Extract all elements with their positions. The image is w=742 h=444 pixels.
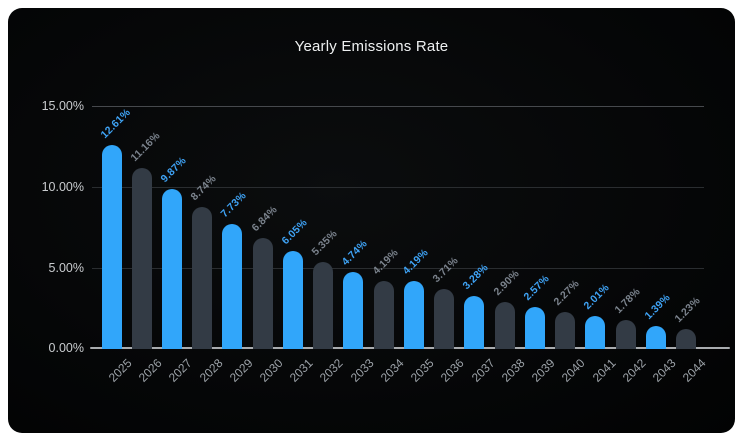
bar-value-label-2036: 3.71% <box>430 254 461 285</box>
x-tick-label-2042: 2042 <box>619 356 649 385</box>
x-tick-label-2027: 2027 <box>166 356 195 385</box>
y-tick-label: 15.00% <box>41 99 84 113</box>
x-tick-label-2040: 2040 <box>559 356 588 385</box>
bar-value-label-2035: 4.19% <box>400 246 431 278</box>
bar-2025 <box>101 144 122 349</box>
bar-2042 <box>615 320 636 349</box>
x-tick-label-2030: 2030 <box>256 356 286 385</box>
bar-value-label-2031: 6.05% <box>279 216 310 247</box>
x-tick-label-2043: 2043 <box>649 356 679 385</box>
bar-2030 <box>252 238 273 349</box>
bar-2031 <box>282 250 303 349</box>
bar-value-label-2034: 4.19% <box>370 246 401 278</box>
bar-2038 <box>494 302 515 349</box>
x-tick-label-2036: 2036 <box>438 356 468 385</box>
bar-2026 <box>131 168 152 349</box>
bar-value-label-2044: 1.23% <box>672 294 703 326</box>
x-tick-label-2029: 2029 <box>226 356 256 385</box>
y-tick-label: 0.00% <box>48 341 84 355</box>
x-tick-label-2041: 2041 <box>589 356 619 385</box>
bar-2033 <box>343 272 364 349</box>
x-tick-label-2025: 2025 <box>105 356 135 385</box>
x-tick-label-2038: 2038 <box>498 356 528 385</box>
bar-value-label-2043: 1.39% <box>642 292 673 323</box>
bar-value-label-2038: 2.90% <box>491 267 522 299</box>
x-tick-label-2039: 2039 <box>528 356 558 385</box>
x-tick-label-2026: 2026 <box>135 356 165 385</box>
bar-2028 <box>192 207 213 349</box>
bar-value-label-2030: 6.84% <box>249 203 280 235</box>
x-tick-label-2028: 2028 <box>196 356 226 385</box>
bar-2041 <box>585 316 606 349</box>
bar-2037 <box>464 295 485 349</box>
bar-value-label-2042: 1.78% <box>612 285 643 317</box>
bar-value-label-2033: 4.74% <box>339 237 371 269</box>
y-tick-label: 10.00% <box>41 180 84 194</box>
bar-2039 <box>524 307 545 349</box>
bar-2029 <box>222 223 243 349</box>
x-tick-label-2035: 2035 <box>408 356 437 385</box>
bar-2043 <box>645 326 666 349</box>
bar-2027 <box>161 189 182 349</box>
y-tick-label: 5.00% <box>48 261 84 275</box>
bar-2040 <box>555 312 576 349</box>
gridline <box>92 268 704 269</box>
bar-value-label-2025: 12.61% <box>98 106 133 141</box>
gridline <box>92 187 704 188</box>
bar-value-label-2028: 8.74% <box>188 173 219 204</box>
bar-value-label-2039: 2.57% <box>521 273 552 304</box>
bar-value-label-2040: 2.27% <box>551 277 582 309</box>
x-tick-label-2033: 2033 <box>347 356 377 385</box>
bar-2032 <box>313 262 334 349</box>
bar-2035 <box>403 281 424 349</box>
gridline <box>92 106 704 107</box>
bar-2034 <box>373 281 394 349</box>
bar-value-label-2032: 5.35% <box>309 228 340 259</box>
x-tick-label-2034: 2034 <box>377 356 407 385</box>
chart-window: Yearly Emissions Rate <box>8 8 735 433</box>
chart-title: Yearly Emissions Rate <box>294 38 449 55</box>
bar-value-label-2037: 3.28% <box>460 261 492 292</box>
bar-2044 <box>676 329 697 349</box>
x-tick-label-2044: 2044 <box>680 356 709 385</box>
x-tick-label-2037: 2037 <box>468 356 498 385</box>
bar-value-label-2041: 2.01% <box>581 282 613 313</box>
bar-2036 <box>434 288 455 349</box>
bar-value-label-2029: 7.73% <box>218 189 250 220</box>
bar-value-label-2026: 11.16% <box>128 130 163 165</box>
x-tick-label-2031: 2031 <box>287 356 316 385</box>
x-tick-label-2032: 2032 <box>317 356 347 385</box>
bar-value-label-2027: 9.87% <box>158 154 189 186</box>
